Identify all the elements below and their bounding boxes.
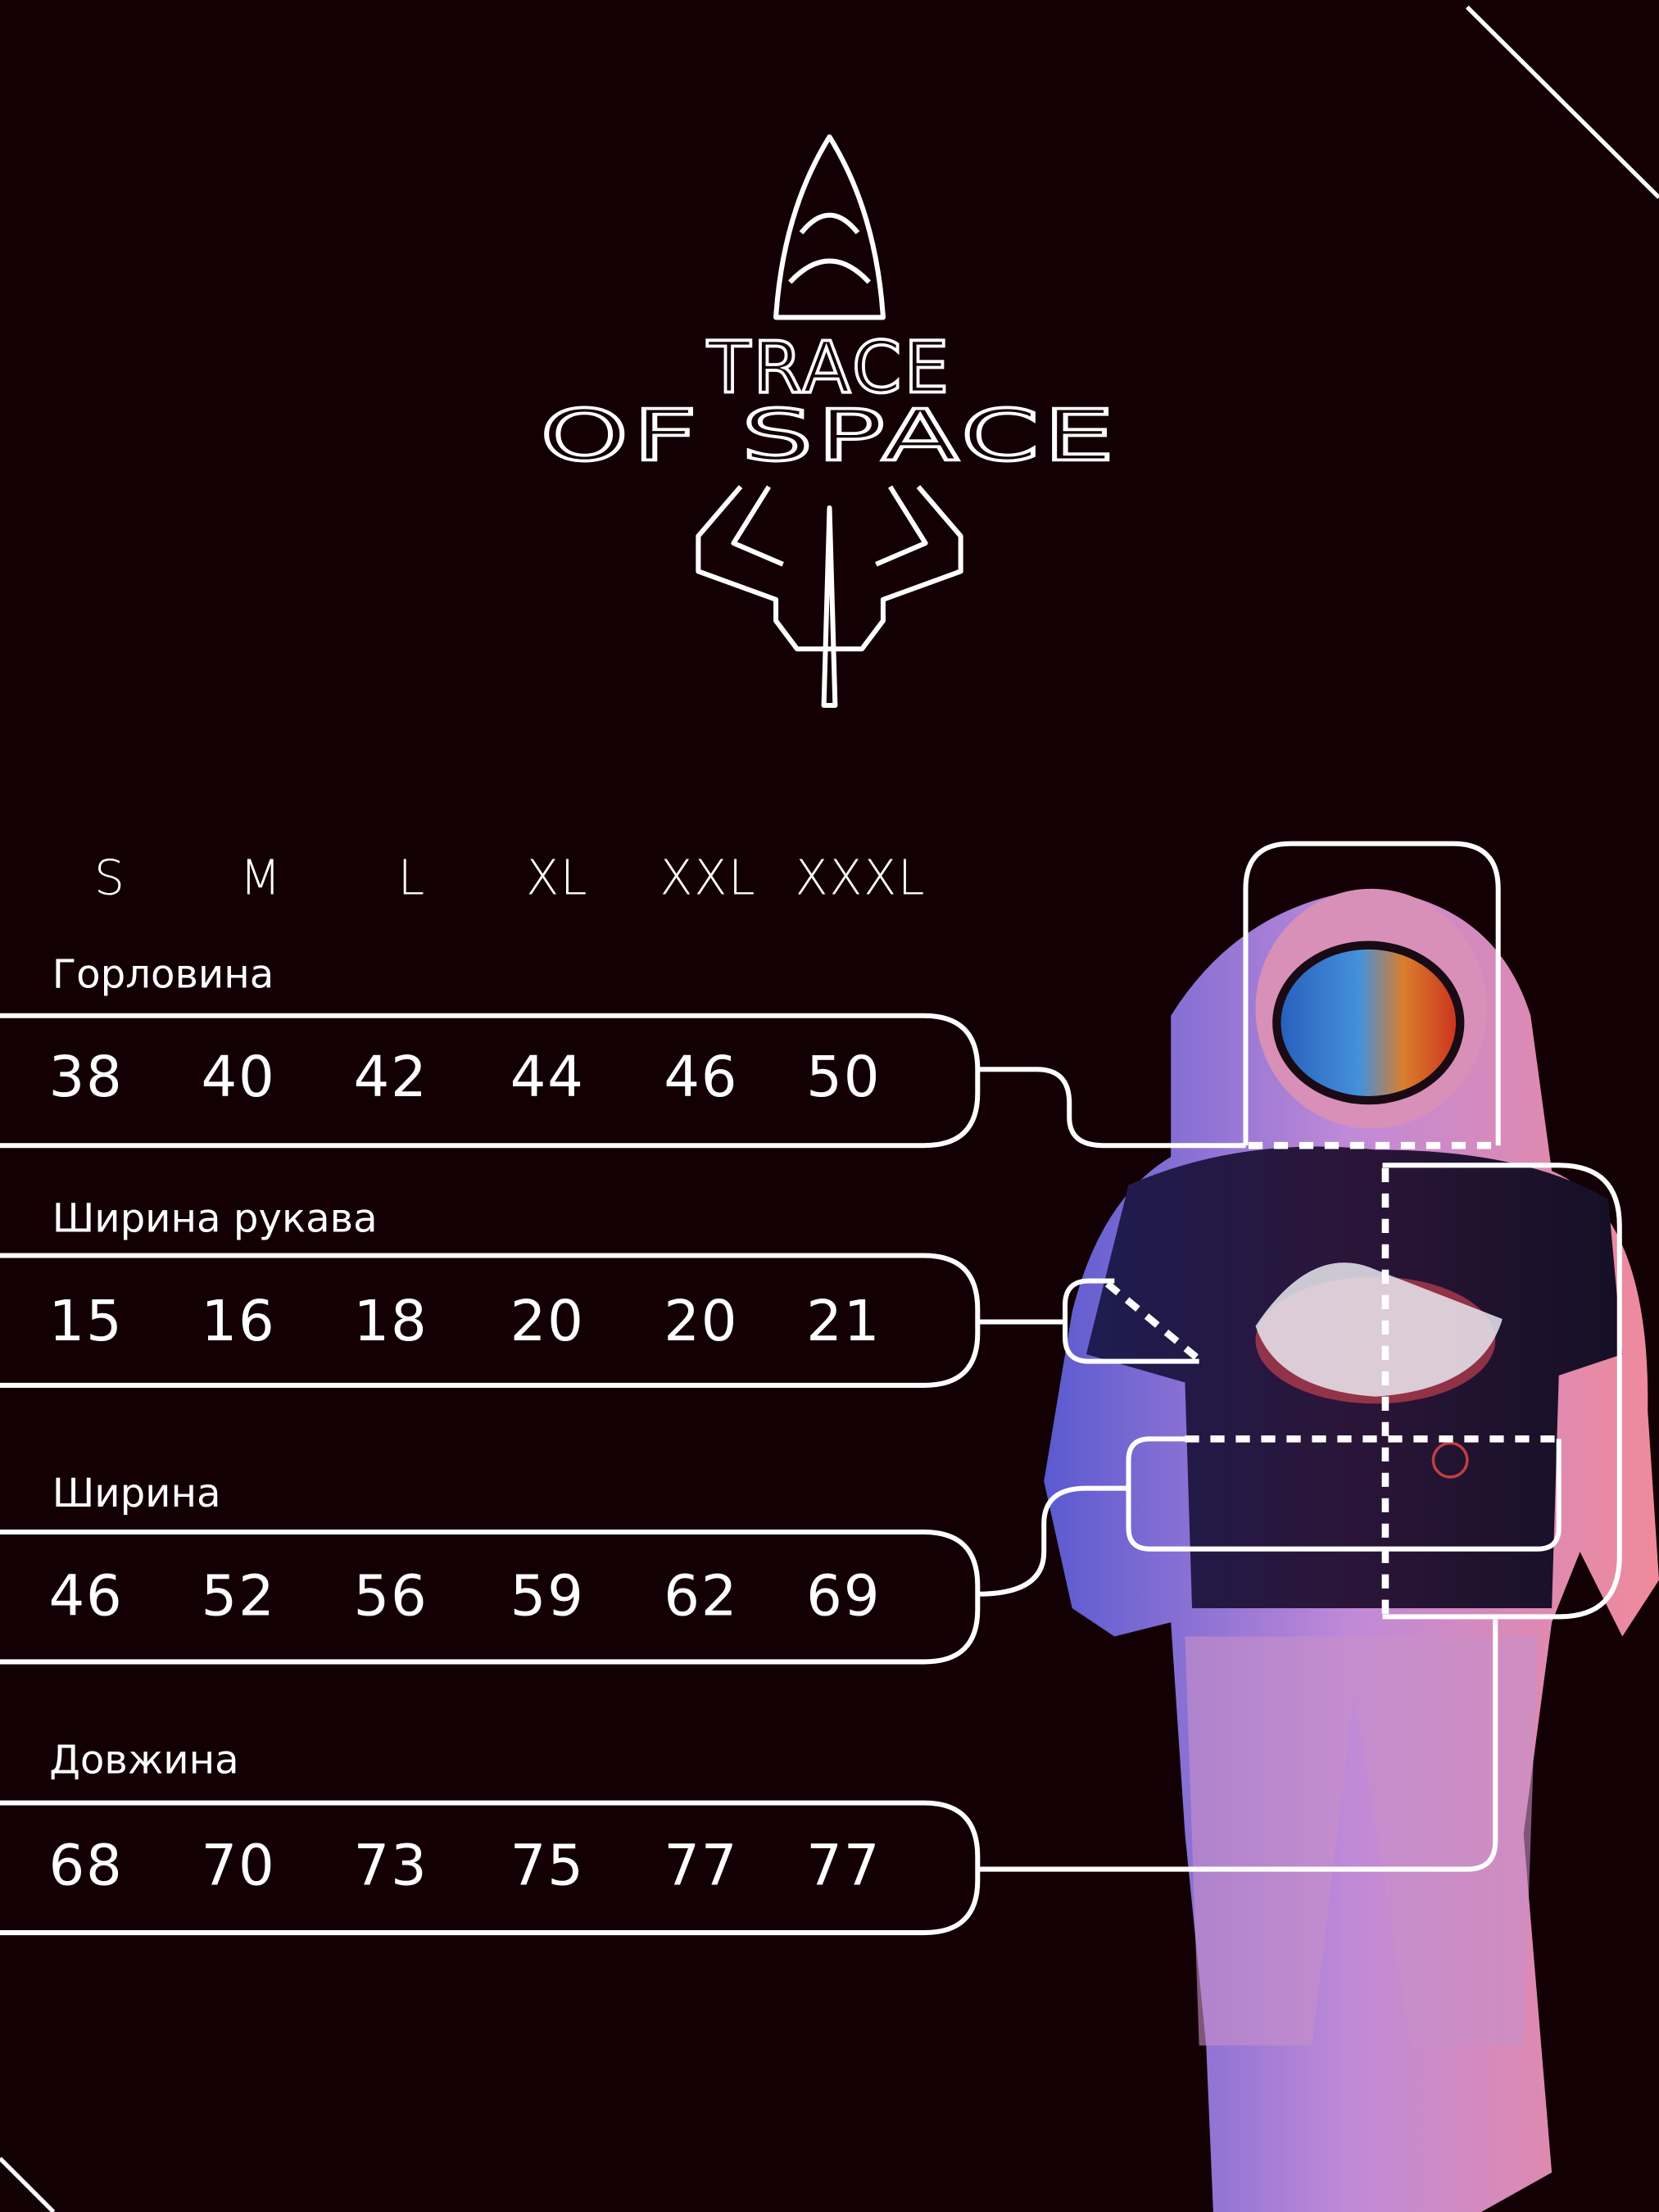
value: 52 bbox=[201, 1564, 275, 1630]
width-guide-box bbox=[1126, 1436, 1562, 1552]
size-l: L bbox=[398, 850, 426, 906]
row-box-neck bbox=[0, 1013, 981, 1149]
value: 56 bbox=[353, 1564, 428, 1630]
value: 21 bbox=[806, 1289, 881, 1354]
value: 42 bbox=[353, 1045, 428, 1110]
neck-guide-box bbox=[1243, 841, 1501, 1146]
size-xxl: XXL bbox=[660, 850, 756, 906]
values-width: 46 52 56 59 62 69 bbox=[48, 1564, 881, 1630]
value: 46 bbox=[664, 1045, 738, 1110]
row-box-width bbox=[0, 1530, 981, 1665]
brand-line1: TRACE bbox=[707, 328, 952, 410]
value: 18 bbox=[353, 1289, 428, 1354]
size-s: S bbox=[94, 850, 126, 906]
value: 50 bbox=[806, 1045, 881, 1110]
value: 73 bbox=[353, 1834, 428, 1899]
value: 77 bbox=[664, 1834, 738, 1899]
value: 40 bbox=[201, 1045, 275, 1110]
size-m: M bbox=[239, 850, 282, 906]
neck-connector bbox=[977, 1067, 1246, 1149]
corner-line bbox=[0, 2156, 56, 2212]
value: 77 bbox=[806, 1834, 881, 1899]
value: 15 bbox=[48, 1289, 123, 1354]
value: 62 bbox=[664, 1564, 738, 1630]
value: 75 bbox=[510, 1834, 585, 1899]
size-xxxl: XXXL bbox=[795, 850, 926, 906]
value: 59 bbox=[510, 1564, 585, 1630]
label-sleeve-width: Ширина рукава bbox=[52, 1195, 378, 1241]
length-guide-box bbox=[1382, 1163, 1622, 1620]
label-length: Довжина bbox=[49, 1737, 238, 1783]
value: 44 bbox=[510, 1045, 585, 1110]
measurement-guides bbox=[977, 841, 1622, 1872]
values-sleeve-width: 15 16 18 20 20 21 bbox=[48, 1289, 881, 1354]
value: 69 bbox=[806, 1564, 881, 1630]
size-xl: XL bbox=[526, 850, 588, 906]
length-connector bbox=[977, 1619, 1498, 1872]
brand-line2: OF SPACE bbox=[541, 395, 1119, 477]
value: 46 bbox=[48, 1564, 123, 1630]
corner-line bbox=[1465, 5, 1659, 199]
values-neck: 38 40 42 44 46 50 bbox=[48, 1045, 881, 1110]
label-width: Ширина bbox=[52, 1471, 221, 1516]
sleeve-guide-box bbox=[1063, 1278, 1199, 1364]
value: 20 bbox=[510, 1289, 585, 1354]
rocket-icon bbox=[696, 134, 963, 708]
value: 68 bbox=[48, 1834, 123, 1899]
value: 16 bbox=[201, 1289, 275, 1354]
value: 38 bbox=[48, 1045, 123, 1110]
label-neck: Горловина bbox=[52, 951, 274, 997]
values-length: 68 70 73 75 77 77 bbox=[48, 1834, 881, 1899]
value: 20 bbox=[664, 1289, 738, 1354]
value: 70 bbox=[201, 1834, 275, 1899]
sleeve-guide-dash bbox=[1104, 1281, 1199, 1360]
width-connector bbox=[977, 1485, 1129, 1597]
size-header-row: S M L XL XXL XXXL bbox=[94, 850, 926, 906]
